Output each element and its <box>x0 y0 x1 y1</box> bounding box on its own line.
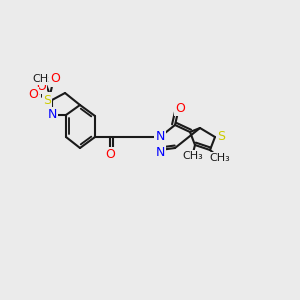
Text: S: S <box>217 130 225 143</box>
Text: N: N <box>47 109 57 122</box>
Text: O: O <box>28 88 38 101</box>
Text: O: O <box>36 80 46 92</box>
Text: CH₃: CH₃ <box>33 74 53 84</box>
Text: CH₃: CH₃ <box>183 151 203 161</box>
Text: O: O <box>175 101 185 115</box>
Text: N: N <box>155 146 165 158</box>
Text: CH₃: CH₃ <box>210 153 230 163</box>
Text: N: N <box>155 130 165 143</box>
Text: O: O <box>105 148 115 161</box>
Text: S: S <box>43 94 51 106</box>
Text: O: O <box>30 85 40 98</box>
Text: O: O <box>50 73 60 85</box>
